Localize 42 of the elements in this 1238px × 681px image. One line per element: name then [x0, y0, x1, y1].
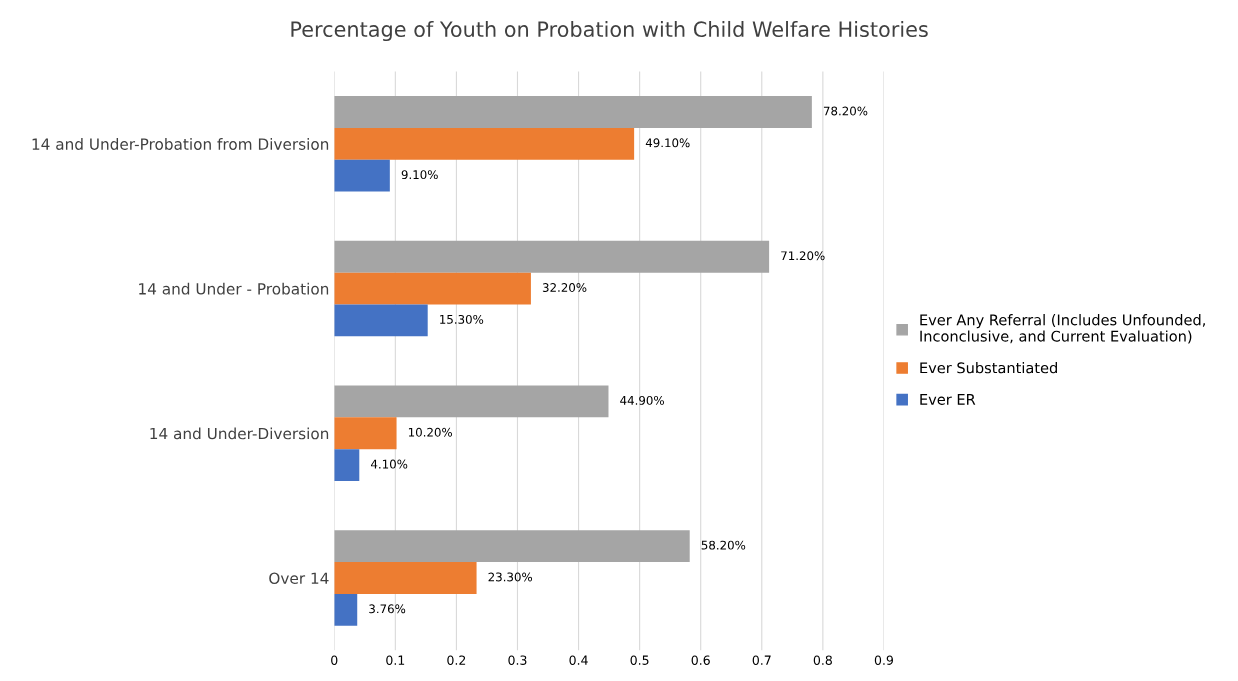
data-label: 3.76%: [369, 604, 406, 614]
x-tick-label: 0: [331, 655, 338, 665]
y-tick-label: 14 and Under-Diversion: [150, 427, 329, 440]
x-tick-label: 0.2: [447, 655, 466, 665]
bar: [334, 562, 477, 594]
data-label: 71.20%: [781, 251, 825, 261]
x-tick-label: 0.8: [813, 655, 832, 665]
bar: [334, 272, 531, 305]
bar: [334, 304, 428, 337]
x-tick-label: 0.9: [874, 655, 893, 665]
data-label: 32.20%: [542, 283, 587, 292]
bar: [334, 96, 812, 128]
chart-title: Percentage of Youth on Probation with Child Welfare Histories: [291, 20, 928, 42]
data-label: 10.20%: [408, 427, 453, 437]
data-label: 23.30%: [488, 572, 533, 582]
data-label: 9.10%: [401, 170, 438, 180]
bar: [334, 127, 635, 160]
x-tick-label: 0.1: [386, 655, 405, 665]
bar: [334, 449, 360, 482]
data-label: 49.10%: [645, 138, 690, 148]
legend-label: Ever Substantiated: [920, 362, 1057, 374]
data-label: 44.90%: [620, 395, 664, 405]
x-tick-label: 0.4: [569, 655, 588, 665]
bar: [334, 593, 358, 626]
y-tick-label: 14 and Under-Probation from Diversion: [32, 138, 329, 150]
legend-label: Ever ER: [920, 394, 976, 405]
y-tick-label: Over 14: [269, 572, 329, 585]
x-tick-label: 0.7: [752, 655, 771, 665]
x-tick-label: 0.5: [630, 655, 649, 665]
bar: [334, 240, 770, 273]
bar: [334, 385, 609, 418]
bar: [334, 417, 397, 450]
data-label: 78.20%: [823, 106, 868, 116]
x-tick-label: 0.3: [508, 655, 527, 665]
legend-label: Ever Any Referral (Includes Unfounded, Inconclusive, and Current Evaluation): [920, 314, 1205, 344]
data-label: 58.20%: [701, 540, 746, 550]
data-label: 15.30%: [440, 314, 484, 324]
x-tick-label: 0.6: [691, 655, 710, 665]
bar: [334, 159, 390, 192]
bar: [334, 530, 690, 563]
y-tick-label: 14 and Under - Probation: [139, 282, 329, 295]
data-label: 4.10%: [370, 459, 408, 469]
